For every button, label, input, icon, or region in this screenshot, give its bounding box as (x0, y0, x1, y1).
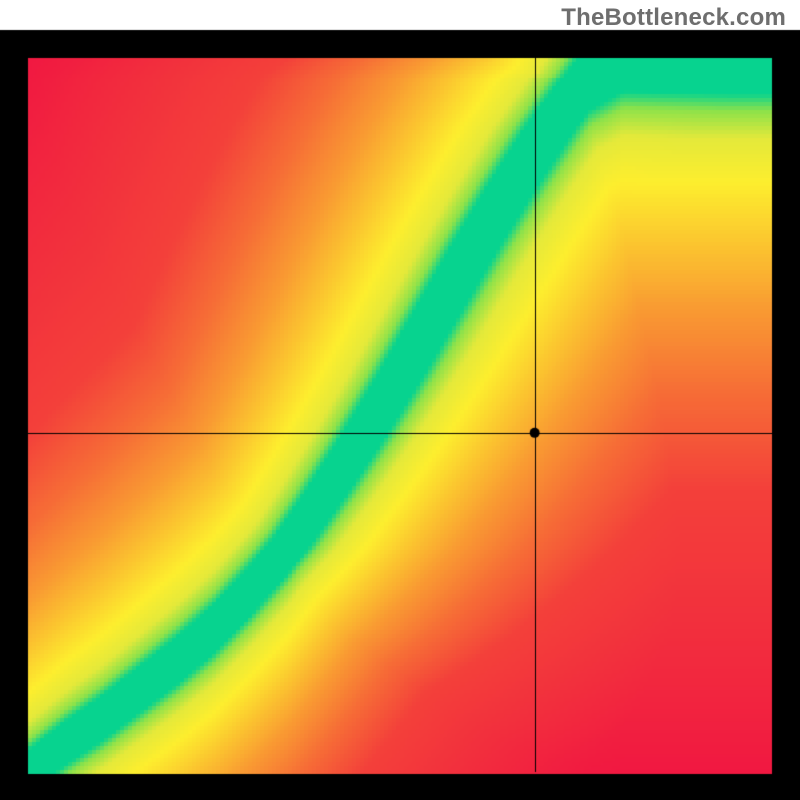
watermark-label: TheBottleneck.com (561, 4, 786, 32)
bottleneck-heatmap (0, 0, 800, 800)
chart-container: TheBottleneck.com (0, 0, 800, 800)
